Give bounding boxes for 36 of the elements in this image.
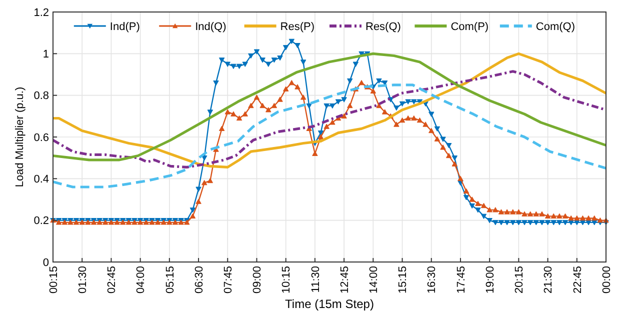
x-tick-label: 21:30 (542, 266, 555, 294)
x-tick-label: 20:15 (514, 266, 526, 294)
legend-label: Com(P) (450, 20, 489, 33)
y-tick-label: 0 (42, 256, 49, 269)
x-tick-label: 22:45 (572, 266, 584, 294)
x-tick-label: 17:45 (455, 266, 468, 294)
x-tick-label: 04:00 (135, 266, 148, 294)
x-tick-label: 07:45 (222, 266, 234, 294)
x-tick-label: 02:45 (106, 266, 118, 294)
y-axis-title: Load Multiplier (p.u.) (14, 86, 26, 188)
x-tick-label: 12:45 (338, 266, 351, 294)
legend-label: Ind(P) (110, 20, 140, 33)
legend-label: Ind(Q) (195, 20, 226, 33)
y-tick-label: 1 (42, 48, 49, 61)
x-tick-label: 05:15 (164, 266, 176, 294)
y-tick-label: 1.2 (34, 6, 49, 19)
x-tick-label: 16:30 (426, 266, 438, 294)
x-tick-label: 01:30 (76, 266, 89, 294)
x-tick-label: 19:00 (484, 266, 496, 294)
y-tick-label: 0.2 (34, 215, 49, 228)
x-tick-label: 09:00 (252, 266, 264, 294)
y-tick-label: 0.8 (34, 90, 49, 102)
y-tick-label: 0.4 (34, 174, 49, 186)
legend-label: Res(Q) (366, 20, 401, 33)
x-tick-label: 00:15 (48, 266, 60, 294)
x-tick-label: 15:15 (397, 266, 410, 294)
y-tick-label: 0.6 (34, 132, 49, 144)
x-axis-title: Time (15m Step) (285, 297, 374, 311)
x-tick-label: 10:15 (280, 266, 293, 294)
x-tick-label: 11:30 (310, 266, 322, 293)
x-tick-label: 14:00 (368, 266, 380, 294)
x-tick-label: 00:00 (600, 266, 613, 294)
legend-label: Res(P) (280, 20, 315, 33)
line-series (52, 84, 608, 188)
x-tick-label: 06:30 (193, 266, 206, 294)
legend-label: Com(Q) (536, 20, 576, 33)
